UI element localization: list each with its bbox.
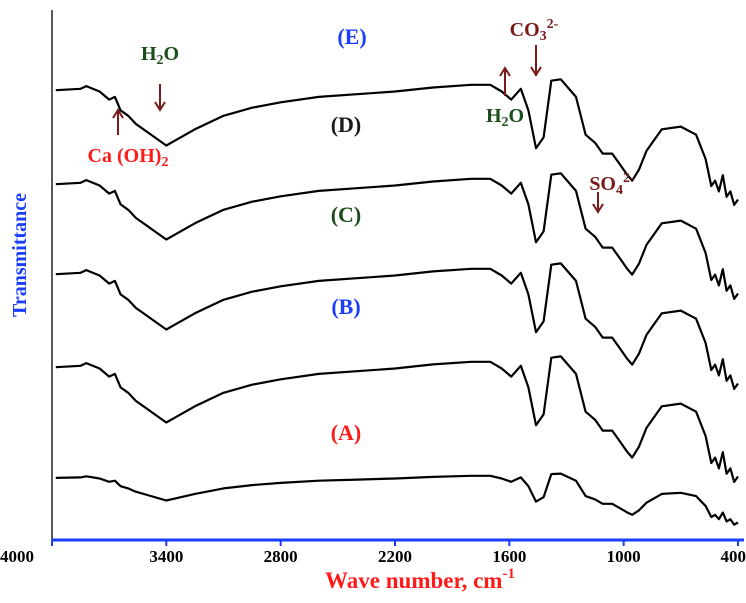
- annotation-h2o-1640: H2O: [486, 105, 524, 130]
- label-layer: (E) (D) (C) (B) (A): [331, 24, 367, 445]
- annotation-so4: SO42-: [589, 171, 635, 198]
- x-tick-label-3400: 3400: [149, 547, 183, 566]
- series-line-2: [56, 263, 738, 389]
- x-tick-label-4000: 4000: [0, 547, 34, 566]
- series-label-4: (A): [331, 420, 362, 445]
- annotation-caoh2: Ca (OH)2: [88, 145, 169, 170]
- series-line-3: [56, 356, 738, 482]
- x-tick-label-400: 400: [721, 547, 746, 566]
- annotation-co3: CO32-: [510, 17, 559, 44]
- series-label-1: (D): [331, 112, 362, 137]
- x-axis-label: Wave number, cm-1: [325, 566, 515, 593]
- x-tick-label-1600: 1600: [492, 547, 526, 566]
- series-label-0: (E): [337, 24, 366, 49]
- x-tick-label-2800: 2800: [264, 547, 298, 566]
- series-label-2: (C): [331, 202, 362, 227]
- x-tick-label-1000: 1000: [607, 547, 641, 566]
- x-tick-label-2200: 2200: [378, 547, 412, 566]
- annotation-h2o-3400: H2O: [141, 43, 179, 68]
- y-axis-label: Transmittance: [9, 193, 31, 317]
- series-line-1: [56, 173, 738, 299]
- series-label-3: (B): [331, 294, 360, 319]
- series-line-4: [56, 474, 738, 525]
